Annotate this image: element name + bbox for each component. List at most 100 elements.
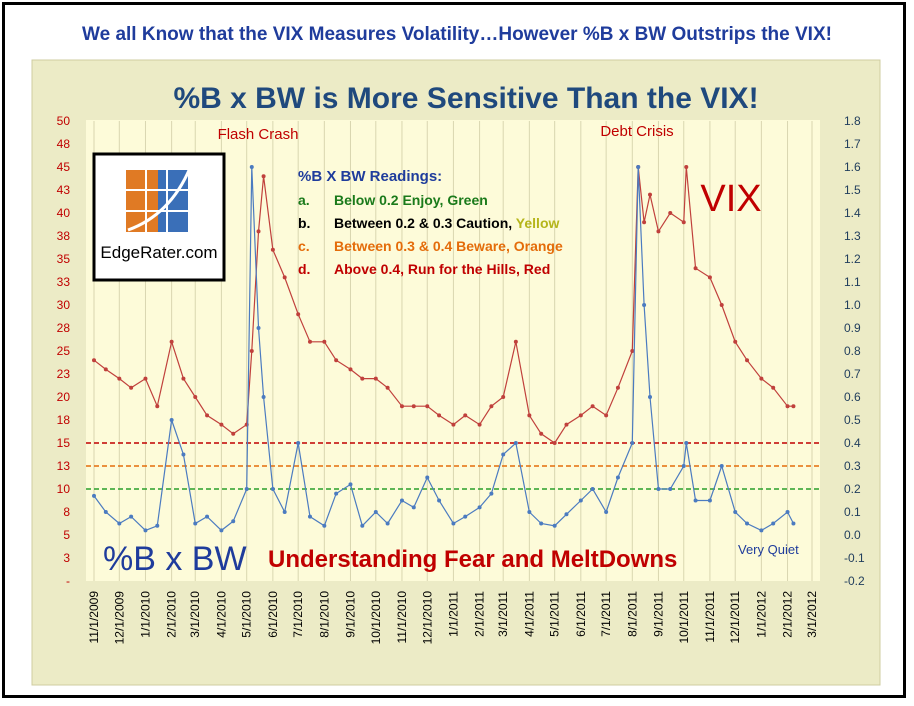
vix-point	[759, 376, 764, 381]
bbw-point	[307, 514, 312, 519]
right-tick-label: 0.7	[844, 367, 861, 381]
left-tick-label: 20	[57, 390, 71, 404]
right-tick-label: 0.9	[844, 321, 861, 335]
bbw-point	[193, 521, 198, 526]
bbw-point	[719, 464, 724, 468]
bbw-point	[463, 514, 468, 519]
vix-point	[615, 385, 620, 390]
bbw-point	[791, 521, 796, 526]
vix-point	[193, 395, 198, 399]
vix-point	[463, 413, 468, 418]
vix-point	[656, 229, 661, 234]
bbw-point	[348, 482, 353, 487]
vix-point	[219, 422, 224, 427]
bbw-point	[92, 493, 96, 498]
left-axis-ticks: 50 48 45 43 40 38 35 33 30 28 25 23 20 18 15 13 10 8 5 3 -	[57, 114, 71, 588]
right-tick-label: 1.0	[844, 298, 861, 312]
bbw-point	[785, 510, 790, 514]
right-tick-label: 1.7	[844, 137, 861, 151]
vix-point	[205, 413, 210, 418]
left-tick-label: -	[66, 574, 70, 588]
vix-point	[360, 376, 365, 381]
x-tick-label: 12/1/2009	[112, 591, 126, 645]
x-tick-label: 2/1/2011	[473, 591, 487, 637]
right-tick-label: -0.2	[844, 574, 865, 588]
x-tick-label: 10/1/2011	[677, 591, 691, 644]
vix-point	[249, 349, 254, 353]
vix-point	[477, 422, 482, 427]
reading-letter: b.	[298, 215, 310, 231]
vix-point	[791, 404, 796, 409]
reading-text: Above 0.4, Run for the Hills, Red	[334, 261, 550, 277]
vix-point	[399, 404, 404, 409]
bbw-point	[451, 521, 456, 526]
left-tick-label: 5	[63, 528, 70, 542]
bbw-point	[539, 521, 544, 526]
left-tick-label: 48	[57, 137, 71, 151]
bbw-point	[477, 505, 482, 510]
left-tick-label: 13	[57, 459, 71, 473]
bbw-point	[181, 452, 186, 457]
left-tick-label: 15	[57, 436, 71, 450]
vix-point	[745, 358, 750, 363]
vix-point	[642, 220, 647, 225]
x-tick-label: 10/1/2010	[369, 591, 383, 645]
vix-point	[143, 376, 148, 381]
bbw-point	[745, 521, 750, 526]
x-tick-label: 1/1/2010	[138, 591, 152, 638]
bbw-point	[656, 487, 661, 491]
x-tick-label: 7/1/2010	[291, 591, 305, 638]
vix-point	[282, 275, 287, 280]
bbw-point	[143, 528, 148, 533]
vix-point	[411, 404, 416, 409]
bbw-point	[642, 303, 647, 307]
right-tick-label: 0.1	[844, 505, 861, 519]
bbw-point	[256, 326, 261, 330]
bbw-point	[636, 165, 641, 169]
bbw-point	[249, 165, 254, 169]
vix-point	[785, 404, 790, 409]
bbw-point	[615, 475, 620, 480]
right-tick-label: 1.2	[844, 252, 861, 266]
bbw-point	[219, 528, 224, 533]
vix-point	[256, 229, 261, 234]
vix-point	[231, 431, 236, 436]
left-tick-label: 35	[57, 252, 71, 266]
vix-point	[733, 339, 738, 344]
flash-crash-label: Flash Crash	[218, 126, 299, 143]
x-tick-label: 6/1/2011	[574, 591, 588, 637]
left-tick-label: 10	[57, 482, 71, 496]
right-tick-label: 0.4	[844, 436, 861, 450]
x-tick-label: 3/1/2012	[805, 591, 819, 638]
vix-series	[92, 165, 796, 445]
x-tick-label: 11/1/2010	[395, 591, 409, 644]
right-tick-label: 0.0	[844, 528, 861, 542]
vix-point	[129, 385, 134, 390]
vix-point	[169, 339, 174, 344]
bbw-point	[648, 395, 653, 399]
vix-point	[103, 367, 108, 372]
right-tick-label: -0.1	[844, 551, 865, 565]
reading-text: Below 0.2 Enjoy, Green	[334, 192, 488, 208]
x-tick-label: 8/1/2011	[625, 591, 639, 637]
bbw-point	[693, 498, 698, 503]
vix-point	[489, 404, 494, 409]
edgerater-logo-icon	[126, 167, 192, 232]
x-tick-label: 1/1/2011	[446, 591, 460, 637]
vix-point	[693, 266, 698, 271]
vix-point	[92, 358, 96, 363]
right-tick-label: 1.5	[844, 183, 861, 197]
x-tick-label: 3/1/2011	[496, 591, 510, 637]
x-tick-label: 6/1/2010	[266, 591, 280, 638]
bbw-point	[590, 487, 595, 491]
x-tick-label: 9/1/2011	[651, 591, 665, 637]
bbw-point	[425, 475, 430, 480]
bbw-point	[684, 441, 689, 445]
x-tick-label: 4/1/2010	[214, 591, 228, 638]
vix-point	[539, 431, 544, 436]
bbw-point	[564, 512, 569, 517]
bbw-label: %B x BW	[103, 540, 247, 578]
left-tick-label: 45	[57, 160, 71, 174]
vix-point	[630, 349, 635, 353]
